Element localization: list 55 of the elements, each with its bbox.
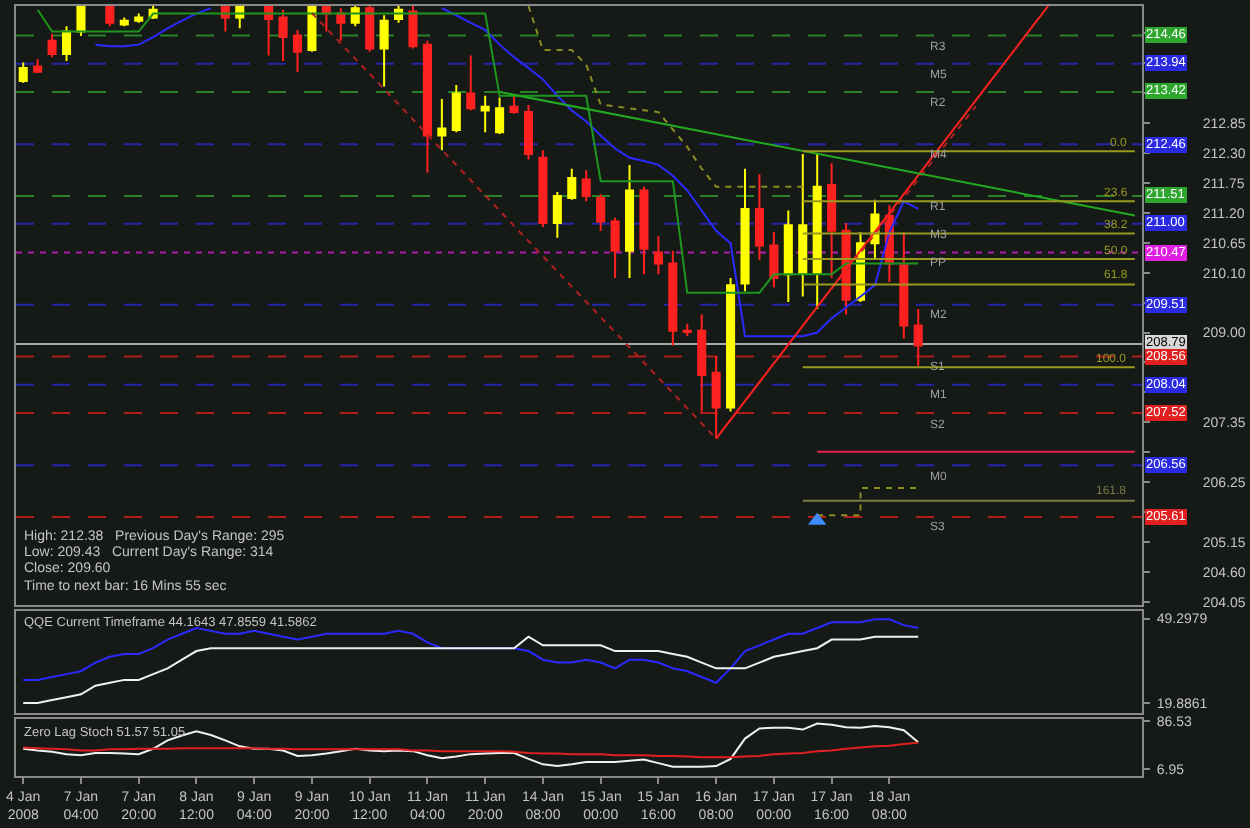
candlestick <box>682 322 692 338</box>
line-series <box>440 7 920 338</box>
candlestick <box>509 94 519 115</box>
candlestick <box>798 153 808 298</box>
candlestick <box>827 162 837 280</box>
candlestick <box>596 193 606 232</box>
candlestick <box>336 7 346 42</box>
candlestick <box>726 277 736 413</box>
line-series <box>22 741 920 759</box>
line-series <box>36 8 920 294</box>
candlestick <box>697 313 707 413</box>
candlestick <box>47 32 57 59</box>
candlestick <box>668 249 678 347</box>
candlestick <box>278 8 288 62</box>
candlestick <box>61 25 72 62</box>
candlestick <box>754 173 764 262</box>
candlestick <box>913 308 923 367</box>
candlestick <box>307 6 317 53</box>
candlestick <box>552 191 562 239</box>
candlestick <box>365 6 375 53</box>
line-series <box>22 618 920 684</box>
candlestick <box>422 39 432 174</box>
candlestick <box>523 104 534 161</box>
candlestick <box>105 6 115 28</box>
candlestick <box>437 98 447 152</box>
candlestick <box>119 16 129 28</box>
candlestick <box>610 216 620 280</box>
candlestick <box>18 61 28 84</box>
line-series <box>94 7 212 48</box>
candlestick <box>76 6 86 37</box>
candlestick <box>451 83 461 134</box>
candlestick <box>408 6 418 50</box>
candlestick <box>740 167 750 293</box>
line-series <box>22 722 920 768</box>
line-series <box>527 6 804 188</box>
candlestick <box>653 235 663 276</box>
candlestick <box>783 209 793 304</box>
candlestick <box>567 167 577 201</box>
candlestick <box>33 58 43 74</box>
candlestick <box>769 231 779 289</box>
candlestick <box>639 185 649 276</box>
candlestick <box>899 231 909 340</box>
candlestick <box>264 6 274 57</box>
line-series <box>22 635 920 704</box>
candlestick <box>624 163 635 280</box>
candlestick <box>581 169 591 203</box>
candlestick <box>466 54 476 112</box>
candlestick <box>480 94 490 134</box>
candlestick <box>379 14 389 88</box>
candlestick <box>134 12 144 24</box>
candlestick <box>321 6 331 33</box>
candlestick <box>812 153 822 311</box>
candlestick <box>538 149 548 228</box>
candlestick <box>292 28 303 73</box>
candlestick <box>495 96 505 135</box>
